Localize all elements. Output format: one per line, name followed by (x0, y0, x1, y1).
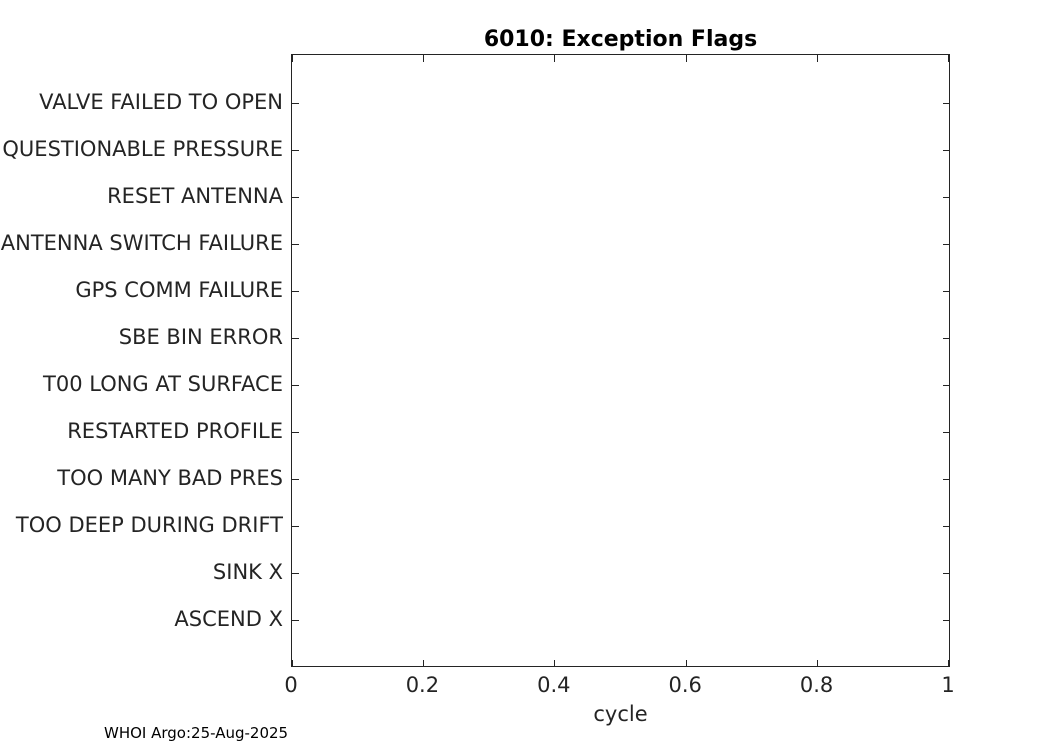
x-axis-tick-top (685, 55, 687, 62)
y-tick-label: SBE BIN ERROR (118, 325, 283, 349)
x-axis-tick-bottom (948, 659, 950, 666)
x-tick-label: 0.2 (405, 673, 440, 697)
y-axis-tick-left (292, 525, 299, 528)
y-axis-tick-left (292, 243, 299, 246)
x-tick-label: 0.6 (668, 673, 702, 697)
y-axis-tick-right (942, 149, 949, 152)
x-axis-tick-top (816, 55, 819, 62)
y-axis-tick-right (942, 337, 949, 340)
y-axis-tick-left (292, 572, 299, 575)
y-axis-tick-left (292, 149, 299, 152)
plot-area (291, 54, 950, 667)
y-tick-label: RESET ANTENNA (107, 184, 283, 208)
y-axis-tick-left (292, 431, 299, 434)
y-tick-label: TOO DEEP DURING DRIFT (15, 513, 283, 537)
y-tick-label: RESTARTED PROFILE (67, 419, 283, 443)
x-axis-tick-top (291, 55, 293, 62)
y-tick-label: SINK X (212, 560, 283, 584)
x-tick-label: 0.4 (537, 673, 571, 697)
x-axis-tick-bottom (816, 659, 819, 666)
x-tick-label: 1 (941, 673, 955, 697)
y-axis-tick-right (942, 196, 949, 199)
y-axis-tick-left (292, 337, 299, 340)
y-axis-tick-right (942, 290, 949, 293)
y-axis-tick-right (942, 572, 949, 575)
y-axis-tick-right (942, 478, 949, 481)
x-axis-tick-bottom (291, 659, 293, 666)
x-axis-tick-bottom (422, 659, 425, 666)
y-axis-tick-left (292, 619, 299, 622)
footer-credit: WHOI Argo:25-Aug-2025 (104, 724, 289, 742)
y-axis-tick-left (292, 102, 299, 105)
y-axis-tick-left (292, 196, 299, 199)
y-tick-label: GPS COMM FAILURE (75, 278, 283, 302)
chart-title: 6010: Exception Flags (483, 27, 758, 52)
y-axis-tick-right (942, 102, 949, 105)
y-tick-label: VALVE FAILED TO OPEN (39, 90, 283, 114)
y-tick-label: T00 LONG AT SURFACE (43, 372, 283, 396)
y-axis-tick-right (942, 619, 949, 622)
x-axis-tick-top (948, 55, 950, 62)
x-tick-label: 0 (284, 673, 298, 697)
y-tick-label: ANTENNA SWITCH FAILURE (0, 231, 283, 255)
x-axis-tick-top (422, 55, 425, 62)
y-axis-tick-right (942, 243, 949, 246)
x-axis-tick-bottom (554, 659, 556, 666)
y-axis-tick-right (942, 525, 949, 528)
y-tick-label: QUESTIONABLE PRESSURE (2, 137, 283, 161)
y-tick-label: ASCEND X (174, 607, 283, 631)
y-axis-tick-right (942, 431, 949, 434)
y-axis-tick-left (292, 478, 299, 481)
y-axis-tick-right (942, 384, 949, 387)
x-axis-title: cycle (593, 702, 648, 726)
x-tick-label: 0.8 (799, 673, 834, 697)
x-axis-tick-top (554, 55, 556, 62)
y-axis-tick-left (292, 290, 299, 293)
y-tick-label: TOO MANY BAD PRES (57, 466, 283, 490)
x-axis-tick-bottom (685, 659, 687, 666)
y-axis-tick-left (292, 384, 299, 387)
